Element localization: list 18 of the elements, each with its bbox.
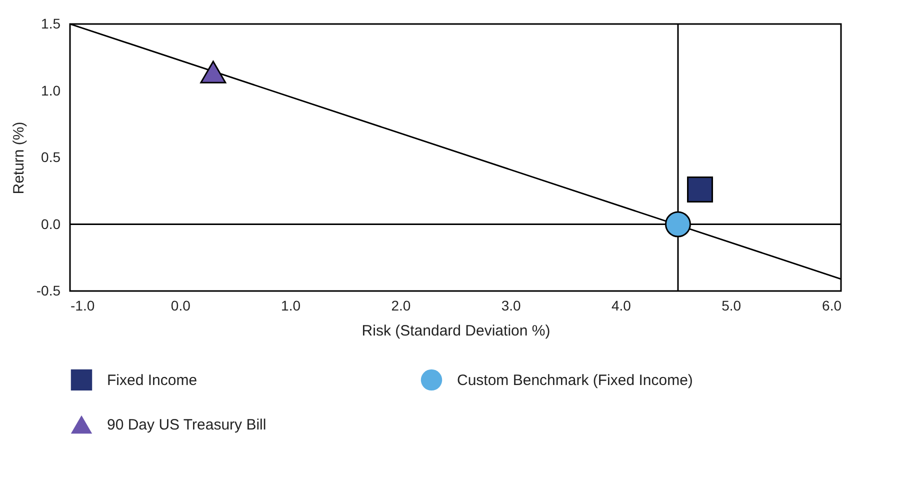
x-tick-label: 4.0 xyxy=(611,298,632,314)
legend-label: 90 Day US Treasury Bill xyxy=(107,416,266,434)
y-tick-label: 0.5 xyxy=(41,149,61,165)
y-axis-title: Return (%) xyxy=(10,122,28,194)
y-tick-label: 1.0 xyxy=(41,82,61,98)
legend-label: Fixed Income xyxy=(107,372,198,389)
x-tick-label: 6.0 xyxy=(822,298,842,314)
x-axis-title: Risk (Standard Deviation %) xyxy=(362,322,550,340)
x-tick-label: 5.0 xyxy=(722,298,742,314)
x-tick-label: 2.0 xyxy=(391,298,411,314)
x-tick-label: 0.0 xyxy=(170,298,191,314)
y-tick-label: 1.5 xyxy=(41,16,61,32)
legend-label: Custom Benchmark (Fixed Income) xyxy=(457,372,693,389)
y-tick-label: -0.5 xyxy=(36,282,61,298)
y-tick-label: 0.0 xyxy=(41,216,61,232)
x-tick-label: 1.0 xyxy=(281,298,301,314)
x-tick-label: -1.0 xyxy=(70,298,95,314)
x-tick-label: 3.0 xyxy=(501,298,522,314)
